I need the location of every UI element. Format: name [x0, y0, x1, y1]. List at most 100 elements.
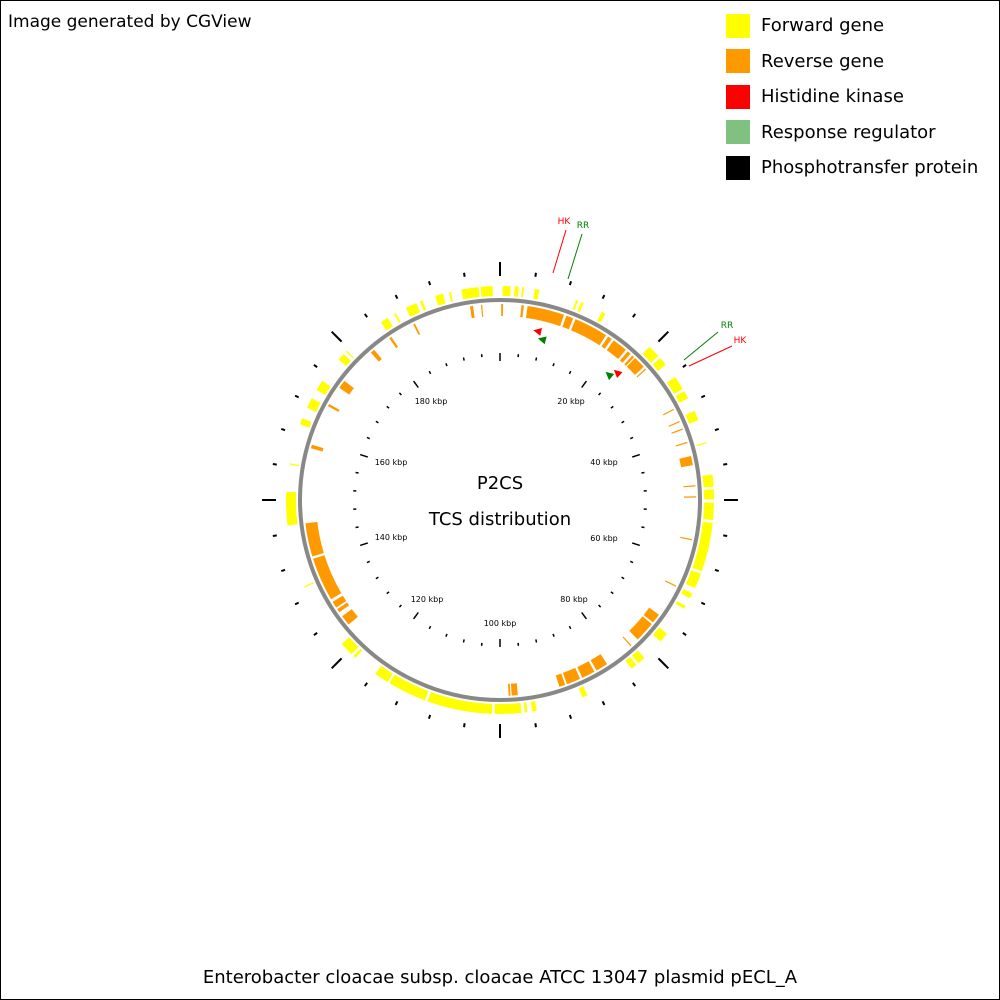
outer-minor-tick — [280, 427, 286, 432]
outer-minor-tick — [534, 272, 537, 277]
inner-minor-tick — [598, 604, 602, 608]
reverse-gene-arc — [370, 349, 382, 362]
inner-minor-tick — [355, 526, 359, 529]
outer-minor-tick — [294, 601, 300, 606]
forward-gene-arc — [389, 674, 429, 701]
outer-minor-tick — [280, 568, 286, 573]
outer-minor-tick — [632, 682, 636, 687]
inner-minor-tick — [386, 405, 390, 409]
rr-callout-line — [567, 233, 583, 280]
forward-gene-arc — [702, 474, 714, 488]
kbp-label: 100 kbp — [484, 619, 517, 628]
inner-minor-tick — [398, 392, 402, 396]
inner-minor-tick — [641, 471, 645, 474]
legend-label: Histidine kinase — [761, 86, 904, 108]
reverse-gene-arc — [606, 340, 626, 359]
forward-gene-arc — [625, 657, 637, 669]
hk-callout-label: HK — [734, 336, 748, 346]
outer-minor-tick — [364, 313, 368, 318]
outer-minor-tick — [272, 534, 277, 537]
forward-gene-arc — [480, 286, 493, 297]
kbp-label: 60 kbp — [590, 534, 618, 543]
outer-minor-tick — [682, 632, 687, 636]
reverse-gene-arc — [570, 319, 607, 346]
legend-item-histidine-kinase: Histidine kinase — [726, 79, 978, 115]
forward-gene-arc — [304, 582, 314, 588]
forward-gene-arc — [685, 570, 701, 589]
legend-label: Response regulator — [761, 121, 936, 143]
inner-minor-tick — [598, 392, 602, 396]
outer-minor-tick — [700, 601, 706, 606]
outer-minor-tick — [714, 427, 720, 432]
reverse-gene-arc — [683, 496, 696, 498]
inner-minor-tick — [621, 420, 625, 424]
response-regulator-marker — [605, 371, 615, 381]
outer-minor-tick — [723, 534, 728, 537]
kbp-label: 80 kbp — [560, 595, 588, 604]
inner-minor-tick — [552, 363, 555, 367]
hk-callout-line — [552, 229, 567, 274]
inner-minor-tick — [398, 604, 402, 608]
forward-gene-arc — [578, 686, 588, 698]
outer-minor-tick — [534, 723, 537, 728]
reverse-gene-arc — [619, 351, 631, 363]
reverse-gene-arc — [671, 428, 683, 434]
outer-minor-tick — [700, 394, 706, 399]
outer-minor-tick — [723, 463, 728, 466]
kbp-label: 40 kbp — [590, 458, 618, 467]
forward-gene-arc — [692, 521, 713, 572]
forward-gene-arc — [288, 463, 300, 467]
legend-label: Forward gene — [761, 15, 885, 37]
forward-gene-arc — [631, 650, 645, 664]
reverse-gene-arc — [501, 304, 504, 317]
inner-minor-tick — [535, 639, 538, 643]
reverse-gene-arc — [562, 315, 574, 330]
response-regulator-swatch — [726, 120, 750, 145]
inner-major-tick — [581, 380, 588, 388]
inner-minor-tick — [445, 633, 448, 637]
legend: Forward gene Reverse gene Histidine kina… — [726, 8, 978, 186]
inner-major-tick — [359, 542, 369, 547]
reverse-gene-arc — [389, 336, 399, 349]
reverse-gene-arc — [469, 305, 475, 319]
reverse-gene-arc — [624, 355, 635, 366]
forward-gene-arc — [461, 287, 480, 300]
outer-minor-tick — [427, 280, 432, 286]
reverse-gene-arc — [525, 305, 565, 327]
reverse-gene-arc — [622, 636, 632, 647]
outer-minor-tick — [601, 700, 606, 706]
inner-minor-tick — [366, 436, 371, 440]
reverse-gene-arc — [313, 555, 342, 600]
kbp-label: 180 kbp — [415, 397, 448, 406]
inner-major-tick — [581, 612, 588, 620]
forward-gene-arc — [703, 489, 714, 500]
inner-minor-tick — [641, 526, 645, 529]
reverse-gene-arc — [683, 485, 696, 488]
inner-minor-tick — [445, 363, 448, 367]
forward-gene-arc — [653, 627, 668, 642]
forward-gene-arc — [306, 398, 321, 412]
outer-minor-tick — [568, 714, 573, 720]
inner-tick-ring — [353, 353, 647, 647]
reverse-gene-arc — [626, 357, 644, 375]
outer-minor-tick — [427, 714, 432, 720]
reverse-gene-arc — [413, 323, 421, 336]
backbone-ring — [298, 298, 702, 702]
center-subtitle: TCS distribution — [428, 509, 571, 530]
reverse-gene-arc — [601, 336, 612, 349]
inner-minor-tick — [610, 591, 614, 595]
legend-label: Reverse gene — [761, 50, 885, 72]
outer-major-tick — [331, 657, 343, 669]
outer-minor-tick — [463, 723, 466, 728]
forward-gene-arc — [435, 293, 446, 306]
forward-gene-arc — [494, 702, 522, 714]
outer-minor-tick — [601, 294, 606, 300]
kbp-labels: 20 kbp 40 kbp 60 kbp 80 kbp 100 kbp 120 … — [375, 397, 618, 628]
legend-item-reverse-gene: Reverse gene — [726, 44, 978, 80]
inner-major-tick — [631, 542, 641, 547]
forward-gene-arc — [681, 589, 693, 599]
rr-callout-label: RR — [577, 221, 590, 231]
forward-gene-arc — [685, 410, 699, 424]
outer-minor-tick — [632, 313, 636, 318]
